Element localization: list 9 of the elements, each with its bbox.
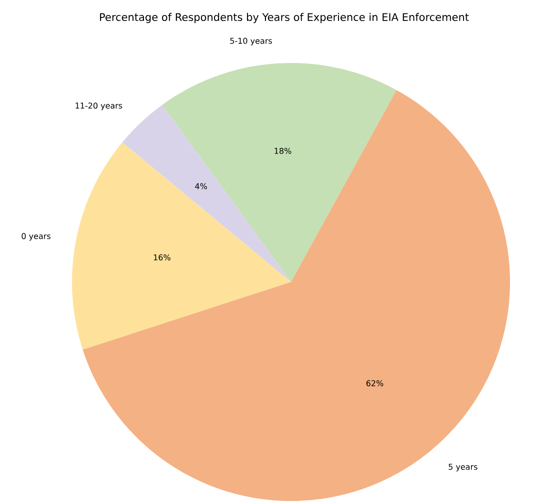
slice-label: 0 years [22,233,50,241]
data-label: 62% [366,380,384,386]
data-label: 18% [274,148,292,154]
slice-label: 11-20 years [76,102,122,110]
chart-title: Percentage of Respondents by Years of Experience in EIA Enforcement [100,12,469,24]
slice-label: 5-10 years [230,38,272,46]
data-label: 4% [195,183,207,190]
data-label: 16% [154,254,170,260]
slice-label: 5 years [448,464,478,472]
